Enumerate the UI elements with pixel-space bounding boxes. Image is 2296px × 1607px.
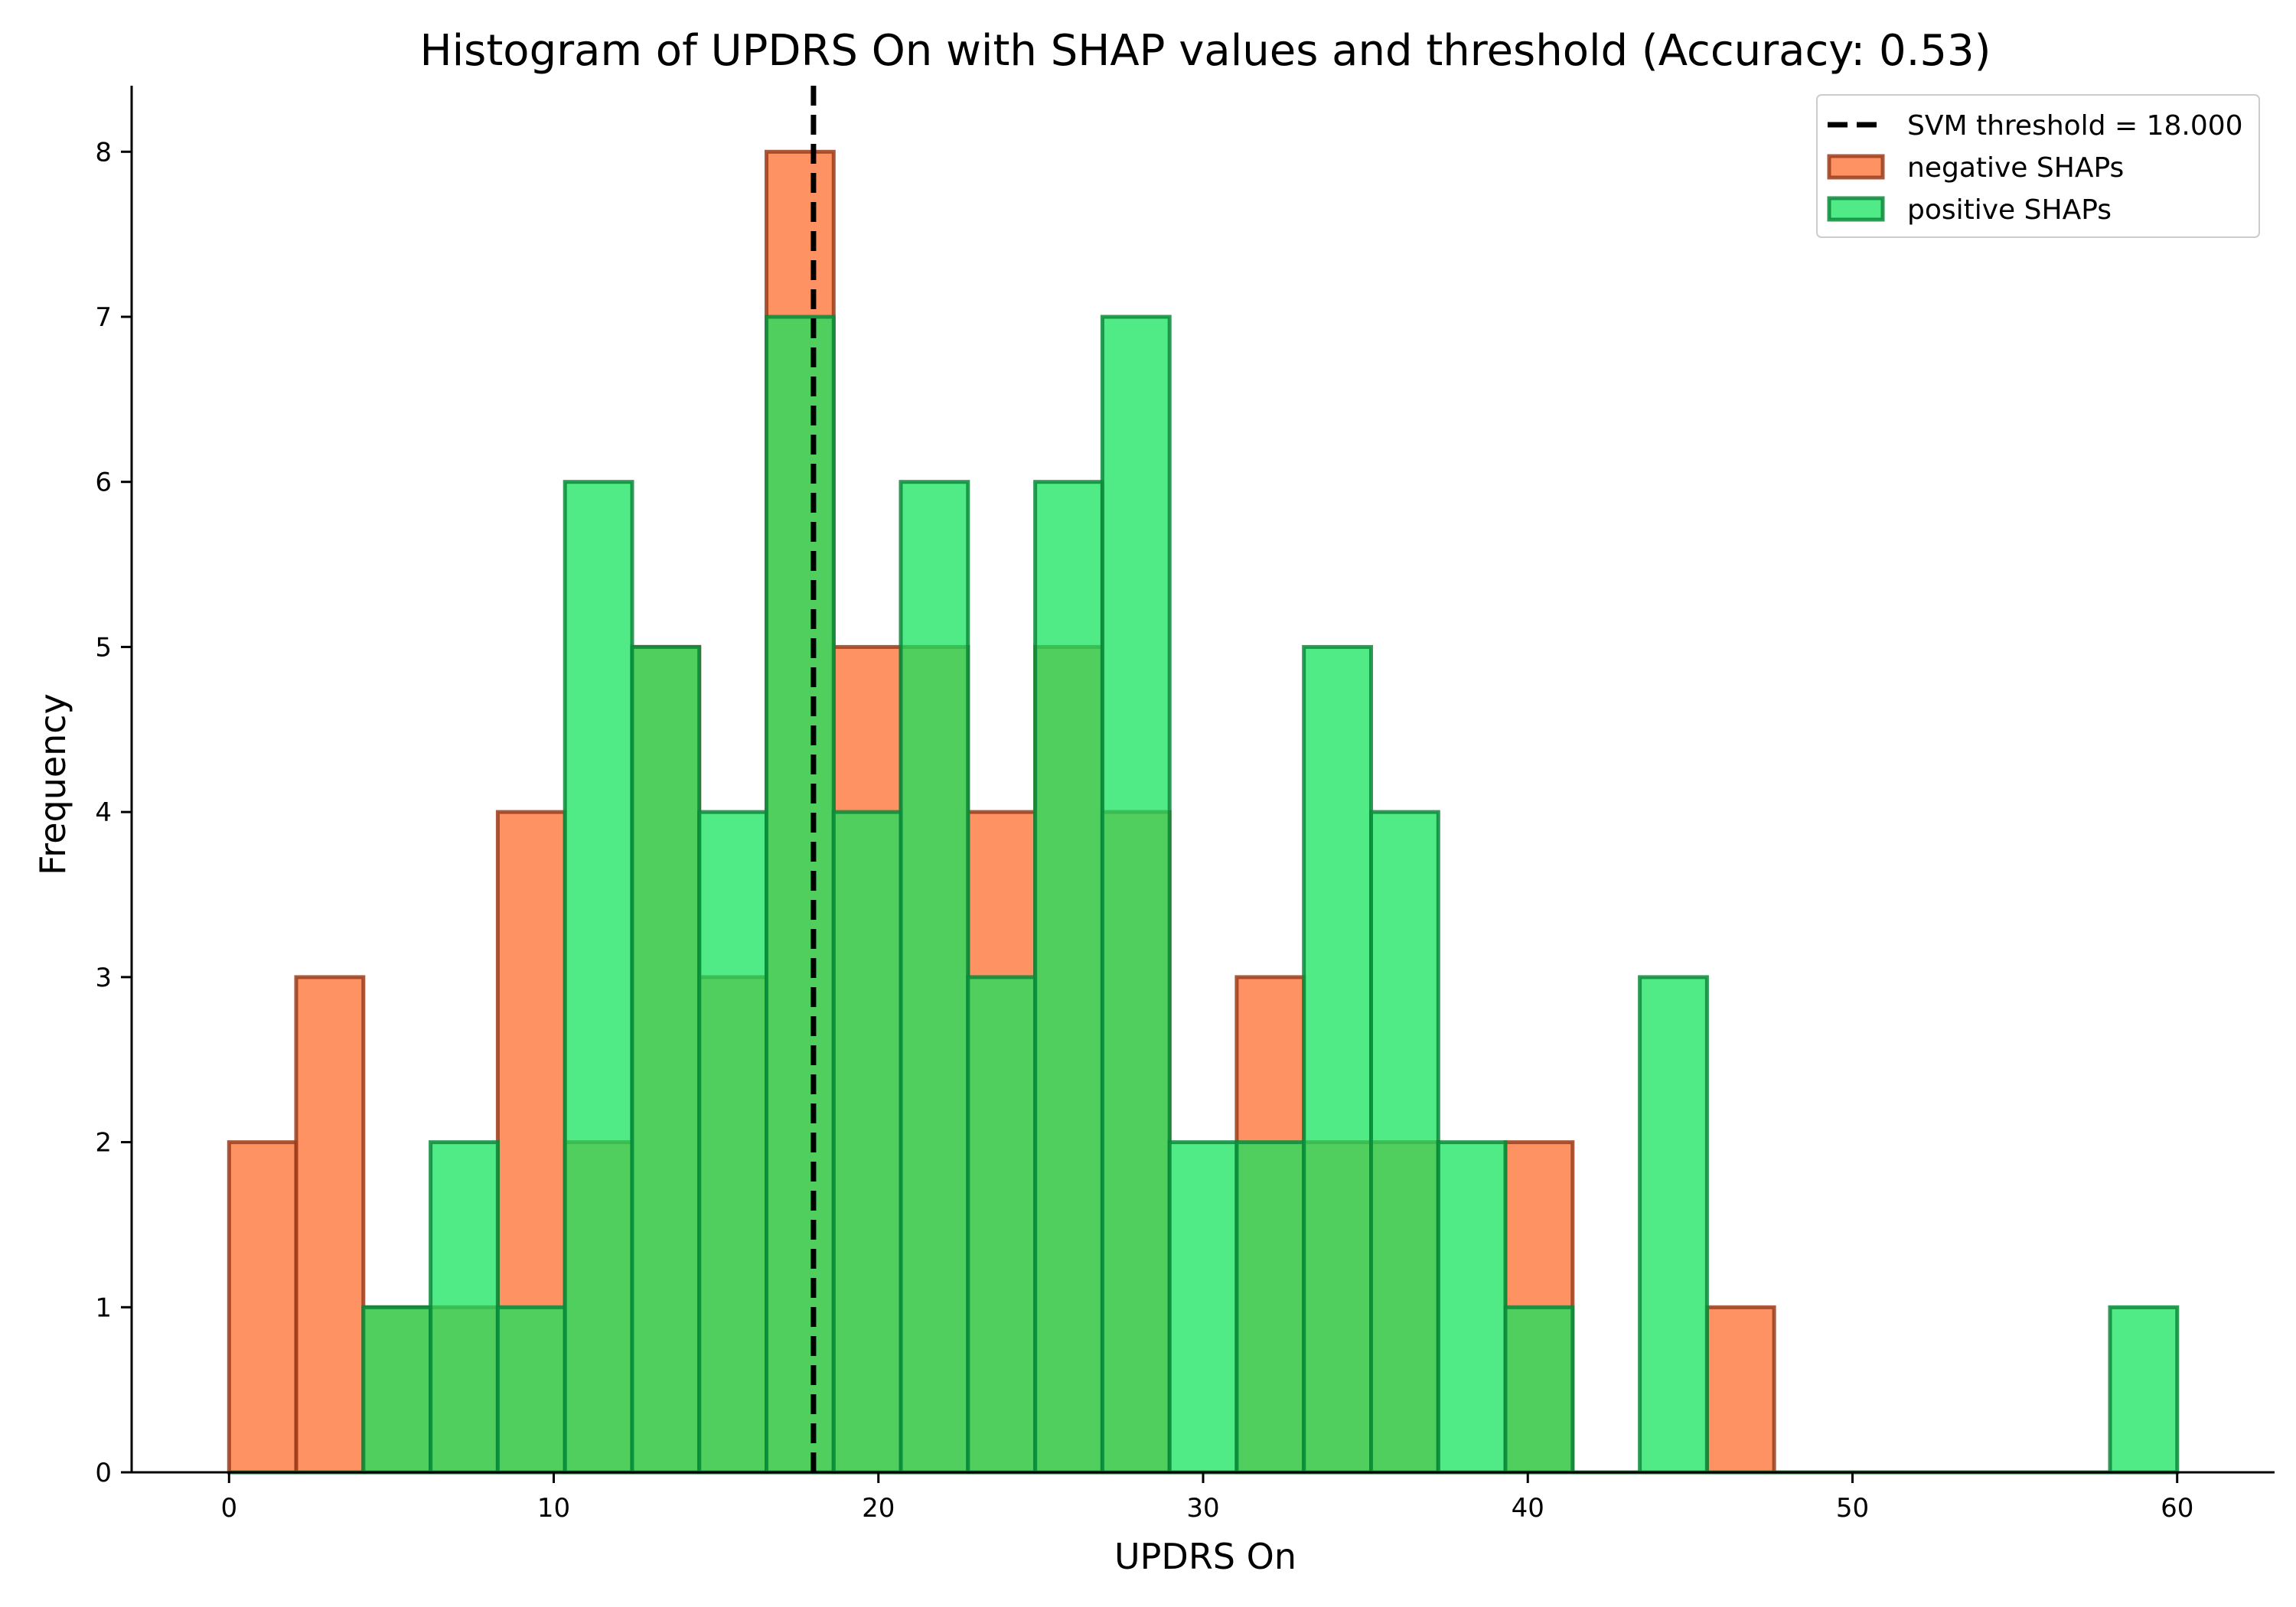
histogram-bar [1704,1305,1776,1475]
y-tick-label: 4 [95,797,112,828]
histogram-bar [1638,975,1709,1475]
histogram-bar [1234,1140,1306,1475]
histogram-bar [2108,1305,2180,1475]
histogram-bar [630,644,702,1475]
x-tick-label: 20 [862,1493,895,1524]
x-tick-label: 60 [2161,1493,2193,1524]
y-axis-label: Frequency [32,693,73,875]
y-tick-label: 5 [95,632,112,663]
histogram-bar [899,480,970,1475]
histogram-bar [1503,1305,1575,1475]
histogram-bar [831,810,903,1475]
x-axis-label: UPDRS On [1114,1536,1296,1577]
y-tick-label: 6 [95,468,112,498]
histogram-bar [1369,810,1440,1475]
histogram-bar [1167,1140,1239,1475]
histogram-bar [227,1140,298,1475]
histogram-bar [1436,1140,1508,1475]
legend: SVM threshold = 18.000 negative SHAPs posi… [1816,94,2260,238]
y-tick-label: 8 [95,137,112,168]
histogram-bar [361,1305,433,1475]
histogram-bar [966,975,1038,1475]
x-tick-label: 10 [537,1493,570,1524]
legend-label: positive SHAPs [1907,194,2112,226]
x-tick-label: 50 [1836,1493,1869,1524]
histogram-bar [1033,480,1104,1475]
legend-label: negative SHAPs [1907,152,2124,184]
legend-label: SVM threshold = 18.000 [1907,110,2243,142]
chart-title: Histogram of UPDRS On with SHAP values a… [420,26,1991,76]
histogram-bar [765,315,836,1475]
legend-series-swatch [1827,154,1885,180]
x-tick-label: 30 [1186,1493,1219,1524]
legend-series-swatch [1827,196,1885,222]
legend-frame [1816,94,2260,238]
histogram-bar [294,975,366,1475]
y-tick-label: 3 [95,963,112,993]
histogram-bar [495,1305,567,1475]
bars-layer [227,149,2180,1475]
histogram-bar [563,480,634,1475]
x-tick-label: 40 [1512,1493,1544,1524]
y-tick-label: 2 [95,1128,112,1159]
axes-layer: 0 10 20 30 40 50 60 0 1 2 3 4 5 6 7 8 [95,86,2275,1524]
histogram-bar [1100,315,1172,1475]
y-tick-label: 7 [95,302,112,333]
histogram-bar [429,1140,500,1475]
x-tick-label: 0 [220,1493,237,1524]
y-tick-label: 1 [95,1292,112,1323]
histogram-bar [697,810,769,1475]
y-tick-label: 0 [95,1458,112,1488]
histogram-bar [1302,644,1373,1475]
